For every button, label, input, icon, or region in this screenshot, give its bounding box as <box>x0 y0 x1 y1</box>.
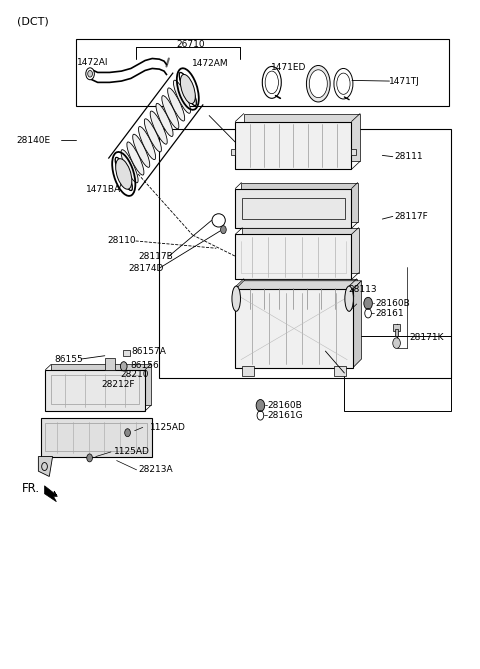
Text: FR.: FR. <box>22 482 40 495</box>
Ellipse shape <box>144 119 161 152</box>
Polygon shape <box>242 227 359 273</box>
Polygon shape <box>244 114 360 161</box>
Bar <box>235 234 351 280</box>
Ellipse shape <box>180 74 195 104</box>
Text: 28111: 28111 <box>394 152 423 161</box>
Bar <box>123 350 130 356</box>
Bar <box>76 39 449 106</box>
Bar <box>242 198 345 219</box>
Ellipse shape <box>232 286 240 311</box>
Circle shape <box>364 297 372 309</box>
Bar <box>235 122 351 169</box>
Ellipse shape <box>115 157 132 191</box>
Bar <box>334 367 346 375</box>
Text: 26710: 26710 <box>176 40 204 49</box>
Text: 86156: 86156 <box>130 361 159 369</box>
Circle shape <box>256 399 264 411</box>
Circle shape <box>87 454 93 462</box>
Bar <box>46 423 147 452</box>
Text: 28110: 28110 <box>107 236 136 246</box>
Ellipse shape <box>127 142 144 175</box>
Bar <box>235 290 353 368</box>
Ellipse shape <box>162 96 179 128</box>
Text: 1471TJ: 1471TJ <box>389 76 420 86</box>
Text: 1125AD: 1125AD <box>150 423 186 432</box>
Text: (DCT): (DCT) <box>17 16 49 26</box>
Polygon shape <box>105 358 115 370</box>
Polygon shape <box>244 279 357 304</box>
Polygon shape <box>45 486 57 502</box>
Ellipse shape <box>150 111 167 145</box>
Polygon shape <box>241 183 358 222</box>
Ellipse shape <box>115 157 132 191</box>
Bar <box>395 329 398 336</box>
Circle shape <box>220 225 226 233</box>
Text: 28213A: 28213A <box>138 466 173 474</box>
Bar <box>393 324 400 330</box>
Ellipse shape <box>116 159 132 189</box>
Ellipse shape <box>173 80 191 113</box>
Polygon shape <box>51 365 151 405</box>
Bar <box>344 336 451 411</box>
Bar <box>351 149 356 155</box>
Ellipse shape <box>168 88 185 121</box>
Bar <box>159 129 451 377</box>
Bar <box>236 286 349 311</box>
Polygon shape <box>235 281 361 290</box>
Ellipse shape <box>132 134 150 167</box>
Text: 28160B: 28160B <box>376 299 410 308</box>
Text: 28113: 28113 <box>348 285 377 294</box>
Ellipse shape <box>179 72 196 106</box>
Circle shape <box>88 70 93 77</box>
Text: 28174D: 28174D <box>129 264 164 273</box>
Text: 1472AM: 1472AM <box>192 60 228 68</box>
Text: 28212F: 28212F <box>101 381 135 389</box>
Text: 28171K: 28171K <box>409 333 444 343</box>
Text: 86157A: 86157A <box>131 347 166 357</box>
Bar <box>51 375 139 404</box>
Circle shape <box>86 68 95 80</box>
Text: 28160B: 28160B <box>267 401 302 410</box>
Bar <box>242 367 254 375</box>
Ellipse shape <box>179 72 196 106</box>
Ellipse shape <box>306 66 330 102</box>
Bar <box>41 418 152 456</box>
Text: 1125AD: 1125AD <box>114 448 150 456</box>
Circle shape <box>393 338 400 349</box>
Polygon shape <box>38 456 53 476</box>
Text: 28117B: 28117B <box>138 252 173 261</box>
Text: 28161: 28161 <box>376 309 404 318</box>
Ellipse shape <box>345 286 353 311</box>
Text: 28140E: 28140E <box>16 136 50 145</box>
Bar <box>230 149 235 155</box>
Ellipse shape <box>139 126 156 160</box>
Text: 28117F: 28117F <box>394 212 428 221</box>
Text: 1472AI: 1472AI <box>77 58 109 67</box>
Ellipse shape <box>156 103 173 136</box>
Ellipse shape <box>309 70 327 98</box>
Bar <box>46 370 145 411</box>
Polygon shape <box>353 281 361 368</box>
Text: 28210: 28210 <box>120 370 148 379</box>
Ellipse shape <box>121 150 138 183</box>
Circle shape <box>125 429 131 437</box>
Bar <box>235 189 351 228</box>
Text: 28161G: 28161G <box>267 411 303 420</box>
Text: 1471BA: 1471BA <box>86 185 121 195</box>
Text: 86155: 86155 <box>54 355 83 363</box>
Circle shape <box>120 362 127 371</box>
Text: 1471ED: 1471ED <box>271 63 306 72</box>
